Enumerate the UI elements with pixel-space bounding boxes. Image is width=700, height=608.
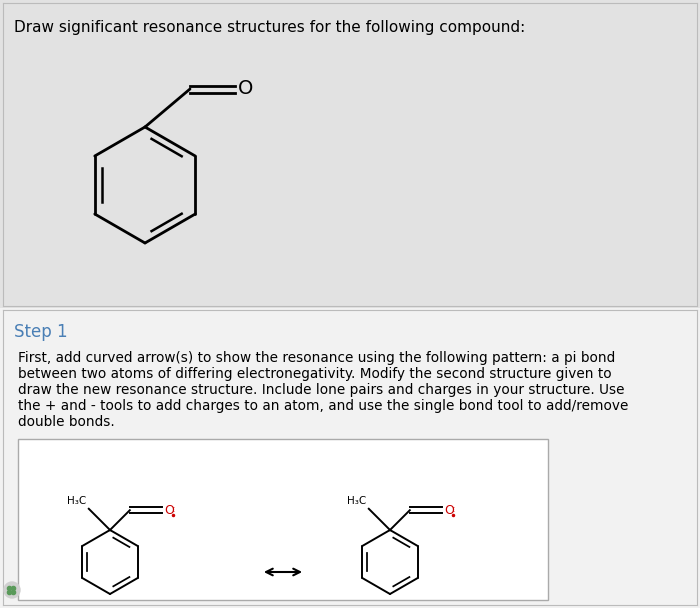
Circle shape xyxy=(4,582,20,598)
Text: H₃C: H₃C xyxy=(66,496,86,506)
Text: O: O xyxy=(238,80,253,98)
Text: double bonds.: double bonds. xyxy=(18,415,115,429)
Text: H₃C: H₃C xyxy=(346,496,366,506)
Text: the + and - tools to add charges to an atom, and use the single bond tool to add: the + and - tools to add charges to an a… xyxy=(18,399,629,413)
Text: between two atoms of differing electronegativity. Modify the second structure gi: between two atoms of differing electrone… xyxy=(18,367,612,381)
Bar xyxy=(0,0,700,308)
Bar xyxy=(0,308,700,608)
Text: First, add curved arrow(s) to show the resonance using the following pattern: a : First, add curved arrow(s) to show the r… xyxy=(18,351,615,365)
Text: :: : xyxy=(172,504,176,514)
Text: O: O xyxy=(444,503,454,517)
Text: O: O xyxy=(164,503,174,517)
Text: Step 1: Step 1 xyxy=(14,323,68,341)
Text: Draw significant resonance structures for the following compound:: Draw significant resonance structures fo… xyxy=(14,20,525,35)
Text: :: : xyxy=(452,504,456,514)
Bar xyxy=(18,439,548,600)
Text: draw the new resonance structure. Include lone pairs and charges in your structu: draw the new resonance structure. Includ… xyxy=(18,383,624,397)
